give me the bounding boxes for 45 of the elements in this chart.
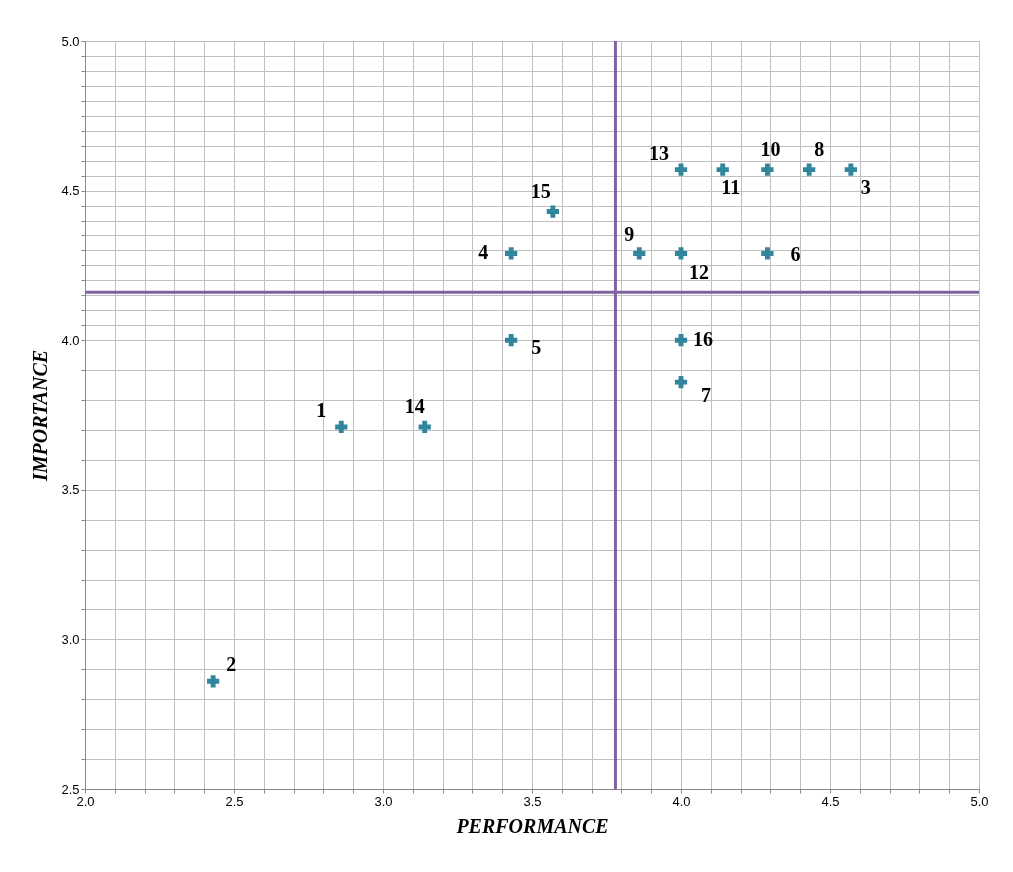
- x-tick-label: 4.0: [672, 793, 691, 809]
- annotation: 9: [624, 223, 635, 246]
- y-tick-label: 5.0: [61, 33, 80, 49]
- x-tick-label: 4.5: [821, 793, 840, 809]
- annotation: 16: [693, 328, 713, 351]
- x-tick-label: 3.0: [374, 793, 393, 809]
- point: [674, 247, 688, 260]
- point: [844, 163, 857, 176]
- point: [546, 205, 559, 218]
- point: [761, 163, 774, 176]
- annotation: 1: [316, 398, 327, 421]
- annotation: 6: [790, 243, 801, 266]
- y-tick-label: 4.0: [61, 332, 80, 348]
- y-axis-title: IMPORTANCE: [29, 349, 52, 483]
- annotation: 10: [760, 137, 781, 160]
- point: [207, 675, 220, 688]
- annotation: 7: [701, 384, 711, 407]
- annotation: 15: [530, 179, 551, 202]
- annotation: 12: [689, 261, 709, 284]
- annotation: 4: [478, 241, 489, 264]
- point: [505, 334, 518, 347]
- point: [674, 163, 688, 176]
- y-tick-label: 4.5: [61, 183, 80, 199]
- y-tick-label: 3.0: [61, 631, 80, 647]
- annotation: 11: [721, 175, 741, 198]
- annotation: 3: [860, 175, 871, 198]
- point: [716, 163, 729, 176]
- annotation: 8: [814, 137, 825, 160]
- annotation: 5: [531, 336, 542, 359]
- point: [761, 247, 774, 260]
- annotation: 2: [226, 653, 237, 676]
- point: [335, 420, 348, 434]
- point: [505, 247, 518, 260]
- x-tick-label: 2.5: [225, 793, 244, 809]
- annotation: 14: [404, 394, 425, 417]
- y-tick-label: 3.5: [61, 482, 80, 498]
- point: [674, 334, 688, 347]
- point: [418, 420, 431, 434]
- annotation: 13: [649, 141, 669, 164]
- x-axis-title: PERFORMANCE: [455, 814, 609, 837]
- x-tick-label: 3.5: [523, 793, 542, 809]
- point: [674, 375, 688, 389]
- x-tick-label: 5.0: [970, 793, 989, 809]
- point: [803, 163, 816, 176]
- point: [633, 247, 646, 260]
